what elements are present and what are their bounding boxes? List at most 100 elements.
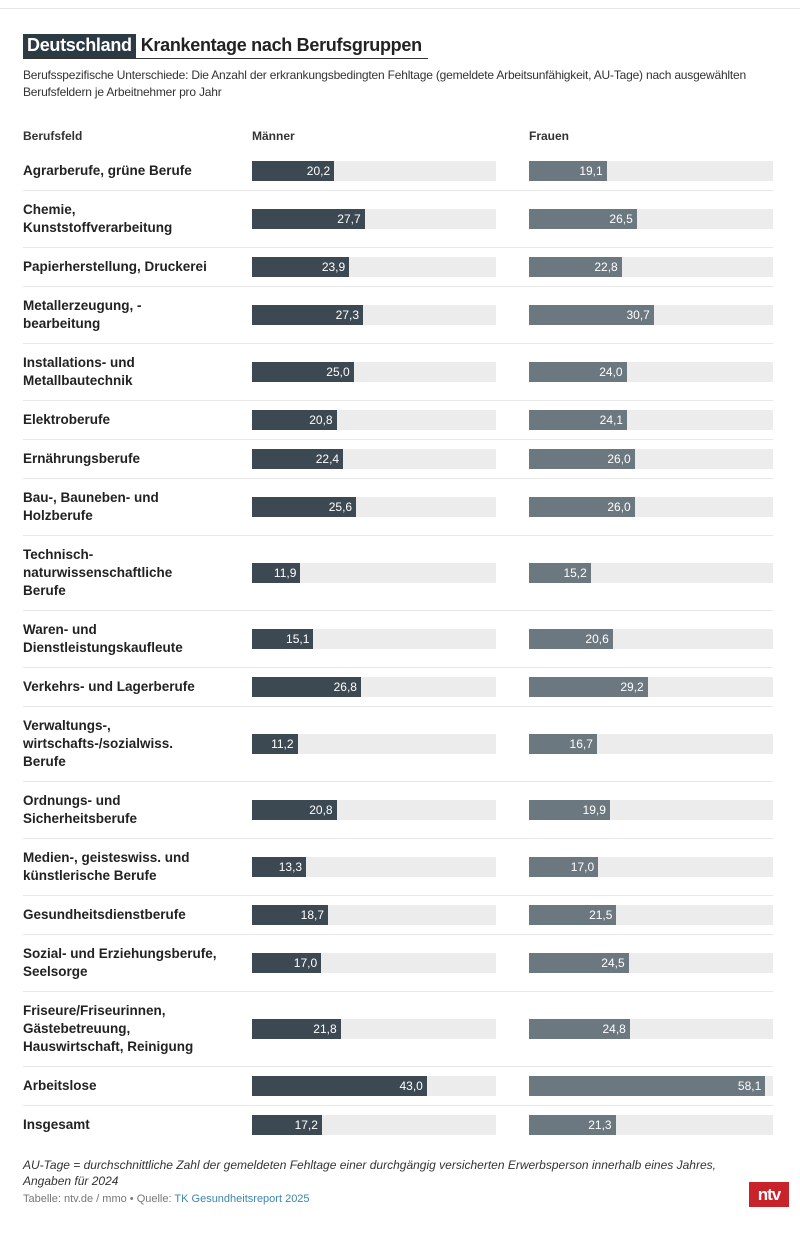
chart-subtitle: Berufsspezifische Unterschiede: Die Anza…	[23, 68, 746, 99]
bar-frauen: 22,8	[529, 257, 622, 277]
value-label-frauen: 17,0	[570, 860, 595, 874]
bar-maenner: 11,9	[252, 563, 301, 583]
value-label-maenner: 27,3	[335, 308, 360, 322]
value-label-frauen: 19,1	[579, 164, 603, 178]
bar-track-frauen: 17,0	[529, 857, 773, 877]
bar-frauen: 24,1	[529, 410, 627, 430]
table-row: Arbeitslose 43,0 58,1	[23, 1067, 773, 1106]
bar-track-frauen: 29,2	[529, 677, 773, 697]
table-body: Agrarberufe, grüne Berufe 20,2 19,1 Chemie,…	[23, 152, 773, 1144]
ntv-logo: ntv	[749, 1182, 789, 1207]
bar-track-frauen: 58,1	[529, 1076, 773, 1096]
table-row: Ordnungs- und Sicherheitsberufe 20,8 19,9	[23, 782, 773, 839]
bar-track-maenner: 13,3	[252, 857, 496, 877]
bar-track-frauen: 24,5	[529, 953, 773, 973]
value-label-maenner: 17,2	[294, 1118, 318, 1132]
table-row: Verkehrs- und Lagerberufe 26,8 29,2	[23, 668, 773, 707]
bar-maenner: 15,1	[252, 629, 314, 649]
value-label-frauen: 24,1	[599, 413, 623, 427]
bar-track-frauen: 15,2	[529, 563, 773, 583]
row-label: Medien-, geisteswiss. und künstlerische …	[23, 850, 190, 883]
value-label-frauen: 30,7	[626, 308, 650, 322]
row-label: Arbeitslose	[23, 1078, 97, 1093]
table-row: Technisch- naturwissenschaftliche Berufe…	[23, 536, 773, 611]
row-label: Ordnungs- und Sicherheitsberufe	[23, 793, 138, 826]
bar-maenner: 17,0	[252, 953, 322, 973]
source-link[interactable]: TK Gesundheitsreport 2025	[174, 1193, 310, 1205]
row-label: Elektroberufe	[23, 412, 111, 427]
chart-title: Deutschland Krankentage nach Berufsgrupp…	[23, 34, 428, 59]
row-label: Papierherstellung, Druckerei	[23, 259, 207, 274]
bar-track-frauen: 21,3	[529, 1115, 773, 1135]
bar-track-maenner: 20,8	[252, 410, 496, 430]
column-header-berufsfeld: Berufsfeld	[23, 129, 83, 143]
bar-track-frauen: 20,6	[529, 629, 773, 649]
bar-track-maenner: 43,0	[252, 1076, 496, 1096]
row-label: Gesundheitsdienstberufe	[23, 907, 186, 922]
bar-track-maenner: 25,6	[252, 497, 496, 517]
value-label-frauen: 19,9	[582, 803, 606, 817]
table-row: Insgesamt 17,2 21,3	[23, 1106, 773, 1144]
bar-track-maenner: 20,2	[252, 161, 496, 181]
bar-track-maenner: 27,7	[252, 209, 496, 229]
table-row: Papierherstellung, Druckerei 23,9 22,8	[23, 248, 773, 287]
value-label-maenner: 23,9	[321, 260, 346, 274]
table-row: Sozial- und Erziehungsberufe, Seelsorge 1…	[23, 935, 773, 992]
bar-frauen: 19,9	[529, 800, 610, 820]
value-label-maenner: 27,7	[337, 212, 361, 226]
bar-track-frauen: 19,1	[529, 161, 773, 181]
table-row: Friseure/Friseurinnen, Gästebetreuung, H…	[23, 992, 773, 1067]
value-label-maenner: 11,2	[271, 737, 294, 751]
value-label-maenner: 11,9	[273, 566, 297, 580]
table-row: Elektroberufe 20,8 24,1	[23, 401, 773, 440]
bar-frauen: 16,7	[529, 734, 597, 754]
bar-maenner: 27,3	[252, 305, 364, 325]
bar-frauen: 26,5	[529, 209, 637, 229]
bar-frauen: 24,8	[529, 1019, 630, 1039]
value-label-maenner: 43,0	[399, 1079, 423, 1093]
bar-track-maenner: 20,8	[252, 800, 496, 820]
table-row: Metallerzeugung, - bearbeitung 27,3 30,7	[23, 287, 773, 344]
bar-maenner: 20,2	[252, 161, 335, 181]
footnote: AU-Tage = durchschnittliche Zahl der gem…	[23, 1158, 716, 1188]
bar-maenner: 17,2	[252, 1115, 322, 1135]
row-label: Verkehrs- und Lagerberufe	[23, 679, 195, 694]
value-label-maenner: 22,4	[315, 452, 340, 466]
value-label-maenner: 21,8	[313, 1022, 337, 1036]
bar-track-frauen: 24,8	[529, 1019, 773, 1039]
bar-maenner: 20,8	[252, 410, 337, 430]
value-label-maenner: 13,3	[278, 860, 303, 874]
row-label: Verwaltungs-, wirtschafts-/sozialwiss. B…	[23, 718, 174, 769]
table-row: Gesundheitsdienstberufe 18,7 21,5	[23, 896, 773, 935]
bar-frauen: 30,7	[529, 305, 654, 325]
bar-track-maenner: 25,0	[252, 362, 496, 382]
top-divider	[0, 8, 800, 9]
bar-track-maenner: 18,7	[252, 905, 496, 925]
bar-frauen: 24,0	[529, 362, 627, 382]
table-row: Waren- und Dienstleistungskaufleute 15,1 2…	[23, 611, 773, 668]
value-label-frauen: 29,2	[620, 680, 644, 694]
credit-text: Tabelle: ntv.de / mmo • Quelle:	[23, 1193, 175, 1205]
bar-maenner: 21,8	[252, 1019, 341, 1039]
bar-maenner: 43,0	[252, 1076, 427, 1096]
bar-track-maenner: 23,9	[252, 257, 496, 277]
column-header-frauen: Frauen	[529, 129, 570, 143]
row-label: Agrarberufe, grüne Berufe	[23, 163, 192, 178]
row-label: Metallerzeugung, - bearbeitung	[23, 298, 142, 331]
value-label-frauen: 26,0	[607, 500, 631, 514]
value-label-maenner: 20,8	[309, 803, 333, 817]
table-row: Bau-, Bauneben- und Holzberufe 25,6 26,0	[23, 479, 773, 536]
row-label: Sozial- und Erziehungsberufe, Seelsorge	[23, 946, 217, 979]
value-label-frauen: 21,5	[589, 908, 613, 922]
row-label: Technisch- naturwissenschaftliche Berufe	[23, 547, 173, 598]
bar-frauen: 29,2	[529, 677, 648, 697]
bar-maenner: 18,7	[252, 905, 329, 925]
bar-frauen: 17,0	[529, 857, 599, 877]
row-label: Waren- und Dienstleistungskaufleute	[23, 622, 183, 655]
bar-track-frauen: 26,0	[529, 497, 773, 517]
title-main: Krankentage nach Berufsgruppen	[140, 35, 422, 55]
bar-maenner: 25,0	[252, 362, 354, 382]
bar-maenner: 26,8	[252, 677, 361, 697]
row-label: Friseure/Friseurinnen, Gästebetreuung, H…	[23, 1003, 194, 1054]
value-label-frauen: 15,2	[563, 566, 587, 580]
